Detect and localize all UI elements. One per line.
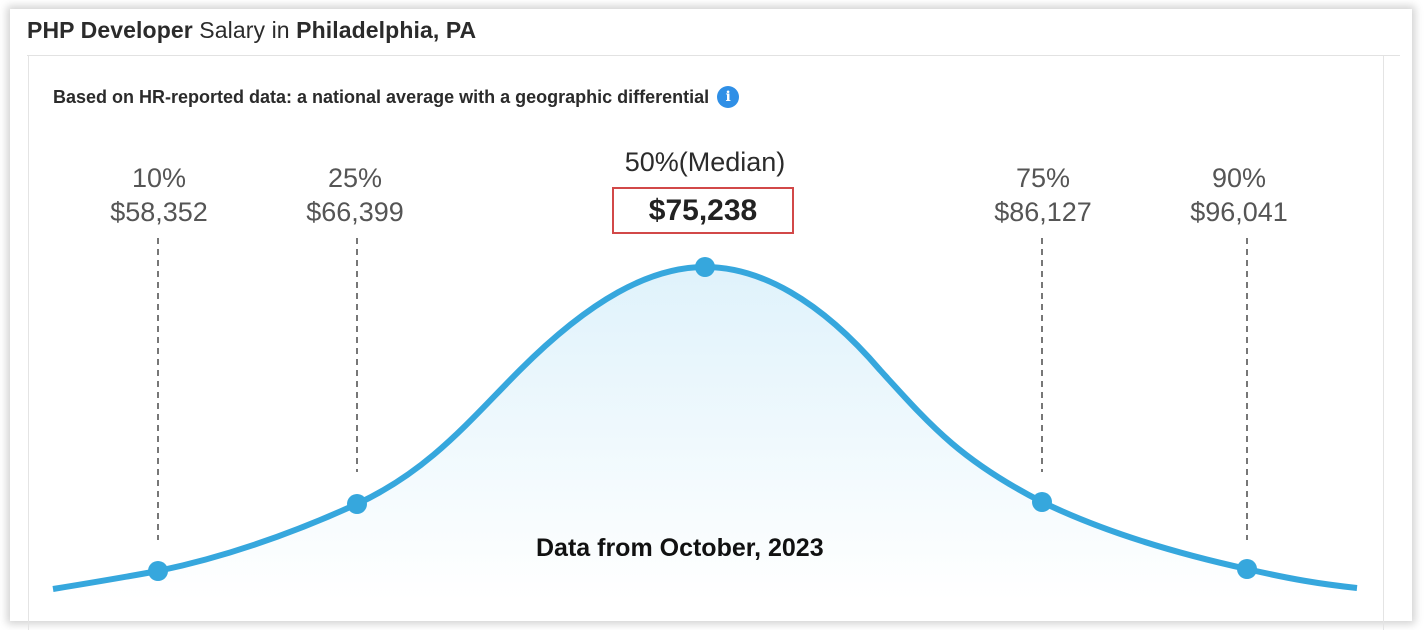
percentile-markers [148,257,1257,581]
percentile-guides [157,238,1248,540]
title-mid: Salary in [192,17,297,43]
percentile-90: 90% $96,041 [1190,161,1288,229]
percentile-75: 75% $86,127 [994,161,1092,229]
data-date-note: Data from October, 2023 [536,534,824,562]
title-role: PHP Developer [27,17,193,43]
median-value-box: $75,238 [612,187,794,234]
marker-25 [347,494,367,514]
title-location: Philadelphia, PA [296,17,477,43]
percentile-25: 25% $66,399 [306,161,404,229]
percentile-value: $66,399 [306,197,404,227]
percentile-label: 75% [1015,163,1071,193]
marker-75 [1032,492,1052,512]
title-divider [27,55,1400,56]
marker-10 [148,561,168,581]
curve-fill [53,267,1357,600]
percentile-value: $96,041 [1190,197,1288,227]
percentile-value: $58,352 [110,197,208,227]
info-icon[interactable]: i [717,86,740,108]
percentile-label: 90% [1211,163,1267,193]
percentile-label: 10% [131,163,187,193]
chart-subtitle: Based on HR-reported data: a national av… [53,86,740,108]
percentile-label: 25% [327,163,383,193]
percentile-10: 10% $58,352 [110,161,208,229]
page-title: PHP Developer Salary in Philadelphia, PA [27,17,476,44]
median-label: 50%(Median) [624,147,786,177]
chart-panel [28,56,1384,630]
percentile-value: $86,127 [994,197,1092,227]
subtitle-text: Based on HR-reported data: a national av… [53,86,710,107]
marker-90 [1237,559,1257,579]
marker-50 [695,257,715,277]
